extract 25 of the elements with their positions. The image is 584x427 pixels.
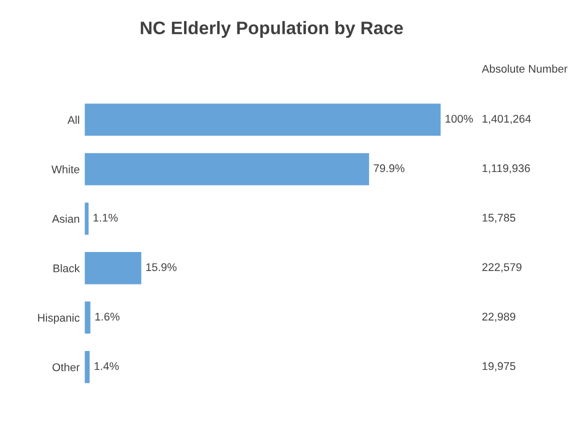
text: 1,119,936 <box>482 164 530 174</box>
data-label: 79.9% <box>374 164 404 172</box>
text: 22,989 <box>482 312 516 322</box>
y-tick-label: Asian <box>52 214 80 223</box>
data-label: 1.4% <box>94 362 119 370</box>
data-label: 1.1% <box>94 214 118 222</box>
y-tick-label: Other <box>52 363 80 372</box>
text: Absolute Number <box>482 64 568 73</box>
y-tick-label: All <box>67 116 80 124</box>
data-label: 100% <box>446 114 473 123</box>
y-tick-label: Black <box>54 264 80 272</box>
bar <box>84 104 441 136</box>
text: 15,785 <box>482 214 516 223</box>
y-tick-label: White <box>51 165 80 174</box>
chart-title: NC Elderly Population by Race <box>140 21 403 38</box>
bar <box>84 153 370 186</box>
data-label: 15.9% <box>146 263 177 272</box>
text: 1,401,264 <box>482 114 531 124</box>
bar <box>84 350 90 384</box>
text: 19,975 <box>482 362 516 372</box>
data-label: 1.6% <box>95 312 120 321</box>
bar <box>84 252 142 284</box>
bar <box>84 302 90 334</box>
y-tick-label: Hispanic <box>38 314 80 324</box>
text: 222,579 <box>482 263 522 272</box>
